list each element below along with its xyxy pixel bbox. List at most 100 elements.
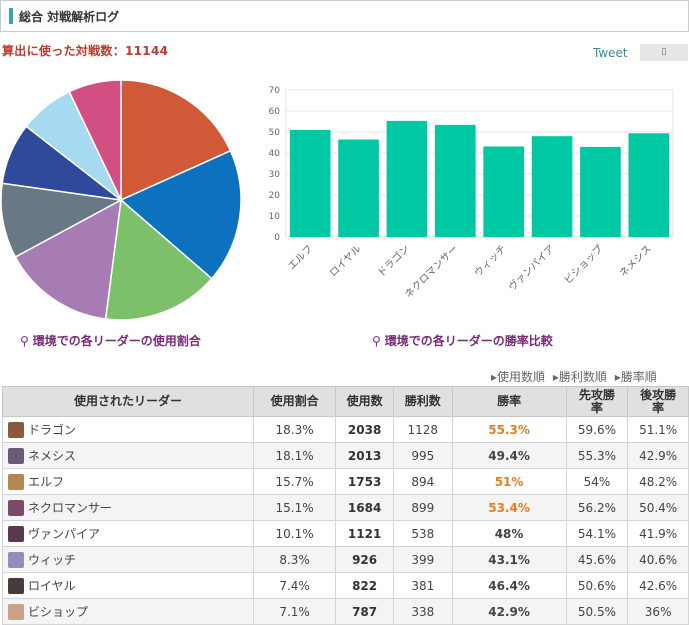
used-cell: 2038 (335, 416, 394, 443)
pie-caption-text: 環境での各リーダーの使用割合 (32, 334, 201, 348)
wins-cell: 381 (392, 572, 453, 599)
winrate-bar-2[interactable] (386, 120, 428, 237)
leader-avatar-icon (8, 526, 24, 543)
x-tick-label: ロイヤル (328, 243, 364, 279)
bar-caption[interactable]: ⚲ 環境での各リーダーの勝率比較 (372, 332, 553, 349)
sort-by-winrate-link[interactable]: ▸勝率順 (614, 370, 657, 384)
share-cell: 15.1% (252, 494, 337, 521)
table-row[interactable]: ドラゴン 18.3% 2038 1128 55.3% 59.6% 51.1% (2, 416, 689, 443)
tweet-button[interactable]: Tweet (593, 46, 628, 60)
winrate-bar-7[interactable] (628, 133, 670, 237)
share-cell: 18.3% (252, 416, 337, 443)
used-cell: 1684 (335, 494, 394, 521)
wins-cell: 399 (392, 546, 453, 573)
pie-slice-4[interactable] (0, 182, 124, 258)
share-cell: 7.1% (252, 598, 337, 625)
first-winrate-cell: 54.1% (565, 520, 629, 547)
y-tick-label: 50 (269, 128, 281, 138)
used-cell: 926 (335, 546, 394, 573)
second-winrate-cell: 42.9% (627, 442, 689, 469)
winrate-bar-6[interactable] (580, 146, 621, 237)
header-share[interactable]: 使用割合 (252, 386, 337, 417)
location-pin-icon: ⚲ (372, 334, 381, 348)
leader-cell[interactable]: ネメシス (2, 442, 254, 469)
winrate-cell: 49.4% (451, 442, 567, 469)
second-winrate-cell: 51.1% (627, 416, 689, 443)
x-tick-label: ヴァンパイア (506, 242, 558, 294)
used-cell: 1753 (335, 468, 394, 495)
leader-name: ネメシス (28, 448, 77, 463)
winrate-bar-1[interactable] (338, 139, 379, 237)
leader-avatar-icon (8, 552, 24, 569)
page-title: 総合 対戦解析ログ (19, 10, 120, 24)
pie-slice-1[interactable] (119, 149, 242, 280)
sort-by-usage-link[interactable]: ▸使用数順 (491, 370, 546, 384)
leader-cell[interactable]: ウィッチ (2, 546, 254, 573)
used-cell: 2013 (335, 442, 394, 469)
used-cell: 822 (335, 572, 394, 599)
table-row[interactable]: ウィッチ 8.3% 926 399 43.1% 45.6% 40.6% (2, 546, 689, 573)
first-winrate-cell: 45.6% (565, 546, 629, 573)
table-row[interactable]: ビショップ 7.1% 787 338 42.9% 50.5% 36% (2, 598, 689, 625)
second-winrate-cell: 36% (627, 598, 689, 625)
pie-slice-0[interactable] (120, 79, 232, 202)
leader-name: ネクロマンサー (28, 500, 113, 515)
y-tick-label: 10 (269, 212, 281, 222)
leader-cell[interactable]: ヴァンパイア (2, 520, 254, 547)
wins-cell: 338 (392, 598, 453, 625)
leader-cell[interactable]: エルフ (2, 468, 254, 495)
sort-links: ▸使用数順 ▸勝利数順 ▸勝率順 (487, 368, 657, 385)
y-tick-label: 30 (269, 170, 281, 180)
first-winrate-cell: 59.6% (565, 416, 629, 443)
first-winrate-cell: 54% (565, 468, 629, 495)
first-winrate-cell: 50.6% (565, 572, 629, 599)
header-used[interactable]: 使用数 (335, 386, 394, 417)
pie-slice-7[interactable] (68, 79, 122, 201)
leader-cell[interactable]: ビショップ (2, 598, 254, 625)
sort-by-wins-link[interactable]: ▸勝利数順 (552, 370, 607, 384)
winrate-bar-5[interactable] (531, 136, 573, 237)
header-second-winrate[interactable]: 後攻勝率 (627, 386, 689, 417)
leader-avatar-icon (8, 500, 24, 517)
leader-name: ウィッチ (28, 552, 77, 567)
winrate-cell: 46.4% (451, 572, 567, 599)
pie-slice-3[interactable] (14, 198, 122, 320)
pie-caption[interactable]: ⚲ 環境での各リーダーの使用割合 (20, 332, 201, 349)
location-pin-icon: ⚲ (20, 334, 29, 348)
table-row[interactable]: エルフ 15.7% 1753 894 51% 54% 48.2% (2, 468, 689, 495)
pie-slice-2[interactable] (104, 198, 213, 321)
second-winrate-cell: 42.6% (627, 572, 689, 599)
header-winrate[interactable]: 勝率 (451, 386, 567, 417)
usage-pie-chart (0, 79, 245, 329)
winrate-bar-4[interactable] (483, 146, 525, 237)
table-row[interactable]: ロイヤル 7.4% 822 381 46.4% 50.6% 42.6% (2, 572, 689, 599)
bar-caption-text: 環境での各リーダーの勝率比較 (384, 334, 553, 348)
leader-name: ヴァンパイア (28, 526, 101, 541)
header-first-winrate[interactable]: 先攻勝率 (565, 386, 629, 417)
winrate-bar-3[interactable] (434, 124, 476, 237)
first-winrate-cell: 56.2% (565, 494, 629, 521)
winrate-cell: 48% (451, 520, 567, 547)
table-row[interactable]: ヴァンパイア 10.1% 1121 538 48% 54.1% 41.9% (2, 520, 689, 547)
leader-cell[interactable]: ドラゴン (2, 416, 254, 443)
header-wins[interactable]: 勝利数 (392, 386, 453, 417)
table-row[interactable]: ネメシス 18.1% 2013 995 49.4% 55.3% 42.9% (2, 442, 689, 469)
header-leader[interactable]: 使用されたリーダー (2, 386, 254, 417)
leader-cell[interactable]: ネクロマンサー (2, 494, 254, 521)
table-row[interactable]: ネクロマンサー 15.1% 1684 899 53.4% 56.2% 50.4% (2, 494, 689, 521)
leader-cell[interactable]: ロイヤル (2, 572, 254, 599)
leader-avatar-icon (8, 422, 24, 439)
winrate-bar-0[interactable] (289, 129, 331, 237)
winrate-cell: 53.4% (451, 494, 567, 521)
page-icon[interactable]: ▯ (640, 44, 688, 61)
y-tick-label: 70 (269, 86, 281, 96)
first-winrate-cell: 55.3% (565, 442, 629, 469)
y-tick-label: 0 (274, 233, 280, 243)
battle-count: 算出に使った対戦数：11144 (2, 44, 169, 58)
leader-name: ビショップ (28, 604, 89, 619)
share-cell: 10.1% (252, 520, 337, 547)
wins-cell: 995 (392, 442, 453, 469)
leader-name: ドラゴン (28, 422, 77, 437)
leader-name: ロイヤル (28, 578, 76, 593)
wins-cell: 894 (392, 468, 453, 495)
